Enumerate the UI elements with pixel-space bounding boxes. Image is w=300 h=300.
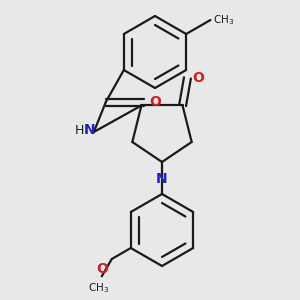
- Text: O: O: [149, 95, 161, 109]
- Text: N: N: [156, 172, 168, 186]
- Text: CH$_3$: CH$_3$: [213, 13, 235, 27]
- Text: H: H: [75, 124, 85, 136]
- Text: CH$_3$: CH$_3$: [88, 281, 109, 295]
- Text: O: O: [192, 71, 204, 85]
- Text: N: N: [84, 123, 96, 137]
- Text: O: O: [96, 262, 108, 276]
